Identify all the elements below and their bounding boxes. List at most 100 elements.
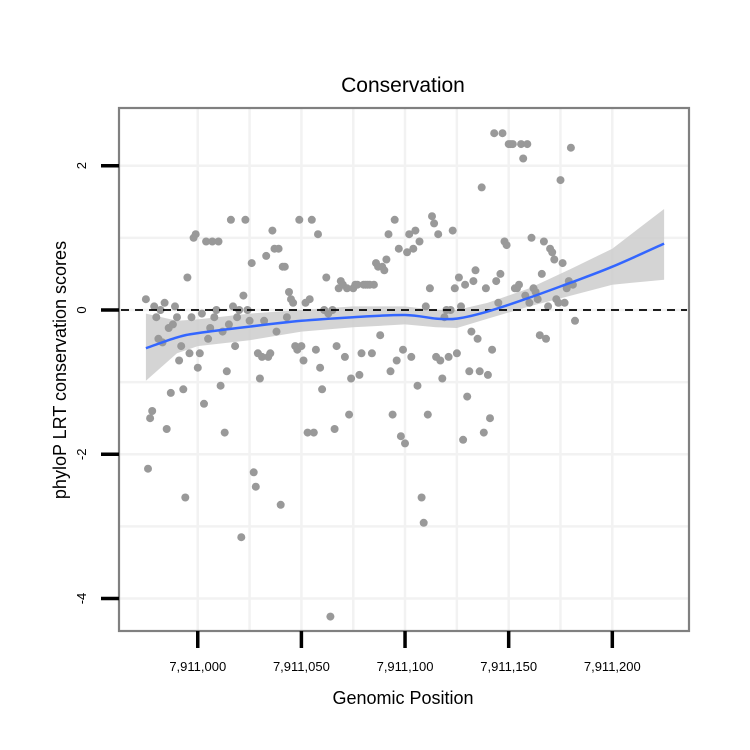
data-point [282,313,291,322]
x-tick-label: 7,911,100 [377,659,434,674]
y-axis-title: phyloP LRT conservation scores [50,241,70,499]
data-point [369,280,378,289]
data-point [241,215,250,224]
data-point [258,352,266,361]
data-point [560,298,569,307]
data-point [380,266,389,275]
data-point [479,428,488,437]
data-point [517,140,526,149]
data-point [251,482,260,491]
data-point [326,612,335,621]
data-point [384,230,393,239]
data-point [413,381,422,390]
data-point [444,352,453,361]
data-point [454,273,463,282]
data-point [173,313,181,322]
data-point [386,367,395,376]
data-point [486,414,494,423]
data-point [556,176,565,185]
data-point [390,215,399,224]
data-point [148,407,157,415]
data-point [266,349,275,358]
x-tick-label: 7,911,200 [584,659,641,674]
scatter-points [141,129,579,621]
data-point [260,316,269,325]
data-point [345,410,354,419]
data-point [539,237,548,246]
data-point [303,428,312,437]
data-point [195,349,204,358]
data-point [347,374,356,383]
data-point [492,277,501,286]
data-point [171,302,179,311]
data-point [285,288,293,296]
data-point [183,273,192,282]
data-point [477,183,486,192]
data-point [274,244,283,253]
data-point [448,226,457,235]
data-point [483,370,492,379]
data-point [535,331,544,340]
y-tick-label: 0 [74,306,89,313]
data-point [463,392,472,401]
data-point [475,367,484,376]
y-tick-label: -2 [74,449,89,461]
data-point [469,277,478,286]
chart-title: Conservation [341,74,465,97]
data-point [255,374,264,383]
data-point [280,262,289,271]
data-point [177,342,186,351]
data-point [226,215,235,224]
data-point [376,331,385,340]
data-point [394,244,403,253]
data-point [276,500,285,509]
data-point [311,345,320,354]
x-tick-label: 7,911,000 [169,659,226,674]
data-point [152,313,161,322]
x-axis-title: Genomic Position [332,688,473,708]
data-point [519,154,528,163]
data-point [204,334,213,343]
data-point [488,345,497,354]
data-point [332,342,341,351]
data-point [411,226,420,235]
x-axis: 7,911,000 7,911,050 7,911,100 7,911,150 7,91… [169,631,641,674]
data-point [357,349,366,358]
data-point [405,230,414,239]
data-point [268,226,277,235]
data-point [237,533,246,542]
data-point [318,385,327,394]
data-point [233,313,242,322]
data-point [423,410,432,419]
data-point [428,212,436,221]
data-point [229,302,237,311]
grid-lines [119,108,689,631]
data-point [200,399,208,408]
data-point [297,342,306,351]
data-point [508,140,517,149]
data-point [340,352,349,361]
data-point [247,259,256,268]
data-point [473,334,482,343]
data-point [562,284,571,293]
data-point [187,313,196,322]
data-point [467,327,476,336]
data-point [417,493,426,502]
data-point [471,266,480,275]
data-point [496,269,505,278]
confidence-band-area [145,209,665,381]
data-point [156,306,165,314]
data-point [419,518,428,527]
data-point [168,320,177,329]
data-point [542,334,550,343]
data-point [399,345,407,354]
data-point [316,363,325,372]
data-point [502,241,511,250]
x-tick-label: 7,911,150 [480,659,537,674]
data-point [415,237,424,246]
data-point [295,215,304,224]
data-point [309,428,318,437]
data-point [430,219,439,228]
data-point [401,439,409,448]
